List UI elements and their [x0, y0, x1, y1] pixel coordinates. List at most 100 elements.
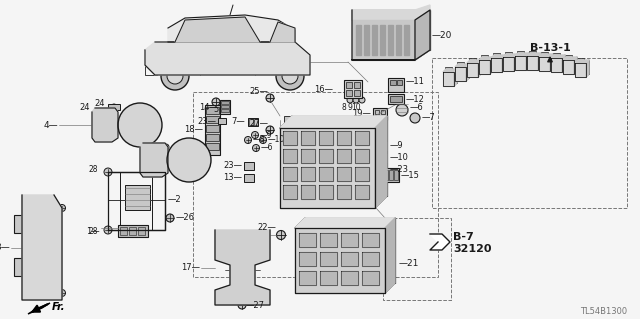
Polygon shape: [22, 195, 62, 300]
Polygon shape: [280, 128, 375, 208]
Text: —10: —10: [268, 136, 285, 145]
Bar: [457, 62, 464, 67]
Polygon shape: [320, 233, 337, 247]
Polygon shape: [388, 25, 393, 55]
Circle shape: [16, 269, 22, 275]
Polygon shape: [551, 58, 562, 72]
Bar: [377, 154, 387, 162]
Circle shape: [16, 221, 22, 227]
Polygon shape: [415, 10, 430, 60]
Polygon shape: [362, 252, 379, 266]
Bar: [493, 53, 500, 58]
Polygon shape: [295, 218, 395, 228]
Text: —11: —11: [406, 78, 425, 86]
Bar: [244, 174, 254, 182]
Polygon shape: [503, 57, 514, 71]
Circle shape: [111, 104, 117, 110]
Text: 25—: 25—: [249, 87, 268, 97]
Bar: [14, 258, 24, 276]
Text: 1—: 1—: [86, 227, 100, 236]
Polygon shape: [341, 252, 358, 266]
Bar: [108, 104, 120, 110]
Text: —6: —6: [261, 144, 273, 152]
Polygon shape: [467, 63, 478, 77]
Bar: [221, 109, 229, 112]
Polygon shape: [145, 42, 310, 75]
Circle shape: [252, 131, 259, 138]
Bar: [120, 227, 127, 235]
Polygon shape: [355, 131, 369, 145]
Polygon shape: [140, 143, 168, 177]
Circle shape: [212, 98, 220, 106]
Text: —20: —20: [432, 31, 452, 40]
Polygon shape: [362, 233, 379, 247]
Bar: [481, 55, 488, 60]
Text: —21: —21: [399, 258, 419, 268]
Polygon shape: [404, 25, 409, 55]
Bar: [318, 116, 331, 128]
Polygon shape: [526, 53, 529, 70]
Polygon shape: [283, 149, 297, 163]
Bar: [375, 110, 379, 114]
Text: B-13-1: B-13-1: [530, 43, 570, 53]
Polygon shape: [539, 57, 550, 71]
Polygon shape: [319, 185, 333, 199]
Text: 28: 28: [88, 166, 98, 174]
Polygon shape: [467, 60, 481, 63]
Text: 7—: 7—: [231, 117, 245, 127]
Bar: [249, 119, 253, 125]
Polygon shape: [491, 55, 505, 58]
Polygon shape: [175, 17, 260, 42]
Polygon shape: [283, 185, 297, 199]
Polygon shape: [527, 53, 541, 56]
Bar: [390, 96, 402, 102]
Polygon shape: [562, 55, 565, 72]
Circle shape: [244, 137, 252, 144]
Bar: [390, 80, 396, 85]
Polygon shape: [490, 57, 493, 74]
Text: —15: —15: [401, 170, 420, 180]
Polygon shape: [515, 53, 529, 56]
Circle shape: [24, 197, 31, 204]
Text: 14—: 14—: [199, 102, 218, 112]
Text: 18—: 18—: [184, 125, 203, 135]
Text: —23: —23: [390, 166, 409, 174]
Polygon shape: [337, 131, 351, 145]
Bar: [384, 170, 388, 180]
Polygon shape: [551, 55, 565, 58]
Text: —10: —10: [390, 153, 409, 162]
Polygon shape: [478, 60, 481, 77]
Polygon shape: [320, 252, 337, 266]
Text: 4—: 4—: [44, 121, 58, 130]
Bar: [553, 53, 560, 58]
Bar: [206, 107, 219, 114]
Bar: [335, 116, 348, 128]
Bar: [301, 116, 314, 128]
Bar: [206, 125, 219, 132]
Text: 23—: 23—: [197, 116, 216, 125]
Text: —2: —2: [168, 196, 182, 204]
Circle shape: [104, 226, 112, 234]
Circle shape: [166, 214, 174, 222]
Bar: [388, 78, 404, 92]
Polygon shape: [466, 64, 469, 81]
Text: 16—: 16—: [314, 85, 333, 93]
Polygon shape: [319, 167, 333, 181]
Bar: [206, 143, 219, 150]
Text: 13—: 13—: [223, 174, 242, 182]
Bar: [147, 57, 152, 65]
Bar: [469, 58, 476, 63]
Circle shape: [174, 145, 204, 175]
Circle shape: [253, 145, 259, 152]
Polygon shape: [455, 64, 469, 67]
Bar: [432, 58, 627, 208]
Circle shape: [58, 290, 65, 296]
Polygon shape: [355, 167, 369, 181]
Polygon shape: [299, 271, 316, 285]
Text: 3—: 3—: [0, 243, 10, 253]
Bar: [129, 227, 136, 235]
Bar: [445, 67, 452, 72]
Bar: [206, 116, 219, 123]
Bar: [352, 116, 365, 128]
Bar: [145, 65, 157, 75]
